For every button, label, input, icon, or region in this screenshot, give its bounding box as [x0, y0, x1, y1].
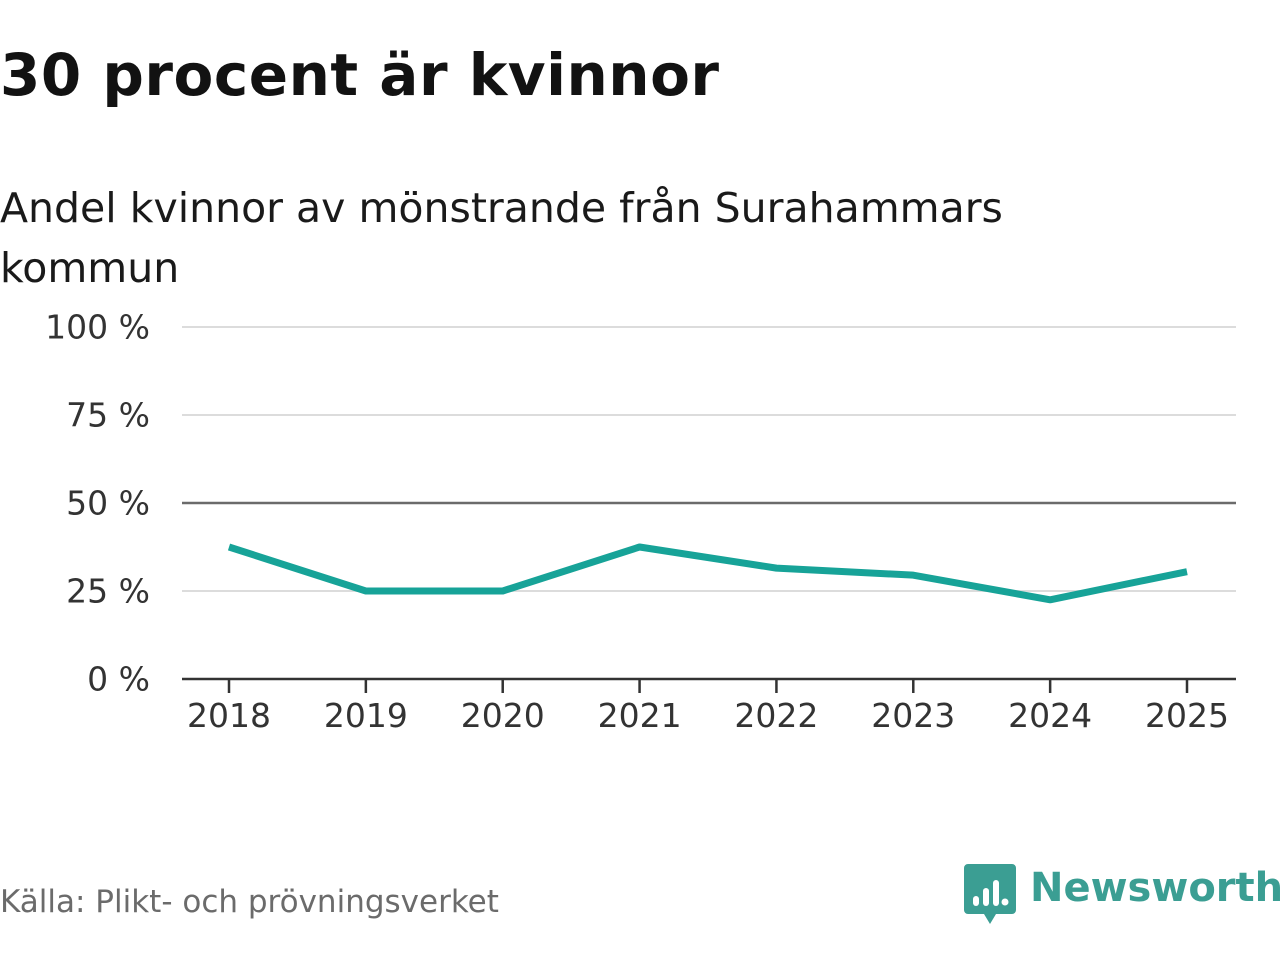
y-tick-label: 100 %	[45, 308, 150, 347]
x-tick-label: 2024	[1008, 696, 1092, 735]
x-tick-label: 2020	[461, 696, 545, 735]
x-tick-label: 2021	[598, 696, 682, 735]
y-axis-ticks: 0 % 25 % 50 % 75 % 100 %	[45, 308, 150, 699]
gridlines	[182, 326, 1236, 681]
x-tick-label: 2018	[187, 696, 271, 735]
chart-subtitle: Andel kvinnor av mönstrande från Suraham…	[0, 184, 1003, 292]
x-tick-label: 2025	[1145, 696, 1229, 735]
x-tick-label: 2023	[871, 696, 955, 735]
x-tick-label: 2019	[324, 696, 408, 735]
y-tick-label: 50 %	[66, 484, 150, 523]
x-tick-label: 2022	[734, 696, 818, 735]
x-axis-ticks: 2018 2019 2020 2021 2022 2023 2024 2025	[187, 679, 1229, 735]
series-layer	[227, 543, 1188, 604]
chart-title: 30 procent är kvinnor	[0, 41, 720, 109]
brand-logo[interactable]: Newsworthy	[964, 864, 1280, 926]
series-line	[227, 543, 1188, 604]
y-tick-label: 75 %	[66, 396, 150, 435]
brand-name: Newsworthy	[1030, 865, 1280, 911]
bar-chart-speech-bubble-icon	[964, 864, 1016, 924]
source-note: Källa: Plikt- och prövningsverket	[0, 884, 499, 920]
y-tick-label: 0 %	[87, 660, 150, 699]
line-chart: 0 % 25 % 50 % 75 % 100 % 2018 2019 2020 2021 202…	[45, 308, 1236, 735]
y-tick-label: 25 %	[66, 572, 150, 611]
